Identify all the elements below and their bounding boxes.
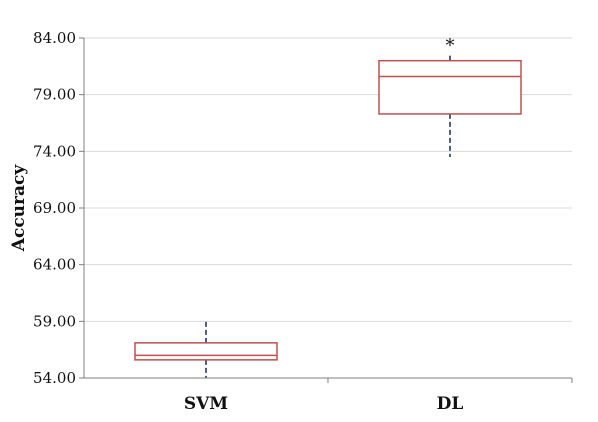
y-tick-label: 54.00	[33, 369, 76, 387]
gridlines	[84, 37, 572, 322]
x-category-label: DL	[437, 394, 464, 414]
box-iqr	[378, 59, 522, 115]
box-series: *	[134, 35, 522, 378]
y-tick-label: 59.00	[33, 312, 76, 330]
outlier-marker: *	[446, 35, 455, 56]
y-axis-ticks: 54.00 59.00 64.00 69.00 74.00 79.00 84.00	[33, 29, 84, 387]
box-svm	[134, 321, 278, 378]
box-dl: *	[378, 35, 522, 157]
y-tick-label: 64.00	[33, 256, 76, 274]
box-iqr	[134, 342, 278, 361]
y-tick-label: 84.00	[33, 29, 76, 47]
y-tick-label: 74.00	[33, 142, 76, 160]
y-tick-label: 69.00	[33, 199, 76, 217]
y-axis-title: Accuracy	[9, 164, 29, 253]
y-tick-label: 79.00	[33, 86, 76, 104]
x-axis-categories: SVM DL	[184, 378, 573, 414]
x-category-label: SVM	[184, 394, 228, 414]
